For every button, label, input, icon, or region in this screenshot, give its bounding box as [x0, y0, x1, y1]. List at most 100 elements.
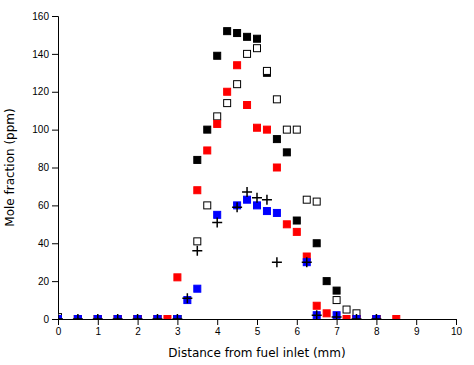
square-point — [174, 274, 181, 281]
plus-point — [302, 257, 312, 267]
square-point — [194, 187, 201, 194]
plus-point — [172, 314, 182, 319]
plus-point — [58, 314, 63, 319]
square-point — [293, 228, 300, 235]
tick-label: 60 — [38, 200, 50, 211]
square-point — [244, 196, 251, 203]
tick: 0 — [43, 314, 58, 325]
square-point — [224, 88, 231, 95]
square-point — [214, 120, 221, 127]
plus-point — [371, 314, 381, 319]
tick-label: 10 — [451, 326, 463, 337]
y-axis: 020406080100120140160 — [32, 11, 58, 325]
tick-mark — [376, 319, 377, 325]
tick-mark — [52, 205, 58, 206]
tick-mark — [456, 319, 457, 325]
square-point — [293, 217, 300, 224]
square-point — [333, 287, 340, 294]
x-axis-title: Distance from fuel inlet (mm) — [168, 346, 345, 360]
square-point — [263, 208, 270, 215]
series — [58, 196, 380, 319]
chart: 012345678910020406080100120140160Distanc… — [0, 0, 474, 365]
plus-point — [312, 310, 322, 319]
plus-point — [352, 314, 362, 319]
tick: 7 — [334, 319, 340, 337]
open-square-point — [283, 126, 290, 133]
tick-mark — [52, 243, 58, 244]
tick-mark — [177, 319, 178, 325]
series — [58, 45, 380, 319]
tick-label: 5 — [255, 326, 261, 337]
marks — [58, 28, 400, 319]
tick: 160 — [32, 11, 58, 22]
tick: 60 — [38, 200, 58, 211]
tick-label: 6 — [295, 326, 301, 337]
square-point — [393, 316, 400, 320]
tick: 0 — [56, 319, 62, 337]
square-point — [214, 52, 221, 59]
open-square-point — [194, 238, 201, 245]
open-square-point — [313, 198, 320, 205]
tick: 1 — [96, 319, 102, 337]
tick-label: 4 — [215, 326, 221, 337]
tick-label: 120 — [32, 86, 49, 97]
plus-point — [242, 187, 252, 197]
x-axis: 0 1 2 3 4 5 6 7 8 9 10 — [56, 319, 463, 337]
tick-mark — [98, 319, 99, 325]
square-point — [164, 316, 171, 320]
square-point — [244, 102, 251, 109]
tick: 120 — [32, 86, 58, 97]
tick: 40 — [38, 238, 58, 249]
axis-line — [59, 320, 457, 326]
plus-point — [73, 314, 83, 319]
tick-label: 140 — [32, 49, 49, 60]
plus-point — [232, 202, 242, 212]
tick: 140 — [32, 49, 58, 60]
tick-label: 100 — [32, 124, 49, 135]
tick-mark — [138, 319, 139, 325]
square-point — [323, 310, 330, 317]
tick: 100 — [32, 124, 58, 135]
tick: 8 — [374, 319, 380, 337]
open-square-point — [224, 100, 231, 107]
series — [58, 187, 381, 319]
plus-point — [272, 257, 282, 267]
tick-label: 3 — [175, 326, 181, 337]
plot: 012345678910020406080100120140160 — [32, 11, 462, 337]
tick: 20 — [38, 276, 58, 287]
tick-label: 40 — [38, 238, 50, 249]
square-point — [313, 240, 320, 247]
open-square-point — [293, 126, 300, 133]
square-point — [263, 126, 270, 133]
square-point — [323, 278, 330, 285]
tick-mark — [337, 319, 338, 325]
tick-label: 0 — [56, 326, 62, 337]
open-square-point — [303, 196, 310, 203]
square-point — [194, 285, 201, 292]
y-axis-title: Mole fraction (ppm) — [3, 108, 17, 226]
tick: 6 — [295, 319, 301, 337]
open-square-point — [214, 113, 221, 120]
open-square-point — [333, 297, 340, 304]
tick-label: 1 — [96, 326, 102, 337]
tick: 2 — [135, 319, 141, 337]
square-point — [273, 164, 280, 171]
tick-mark — [257, 319, 258, 325]
tick-mark — [297, 319, 298, 325]
tick-mark — [52, 54, 58, 55]
plus-point — [332, 312, 342, 319]
square-point — [254, 124, 261, 131]
tick-label: 2 — [135, 326, 141, 337]
plus-point — [113, 314, 123, 319]
square-point — [283, 221, 290, 228]
tick: 5 — [255, 319, 261, 337]
tick-mark — [52, 16, 58, 17]
plus-point — [93, 314, 103, 319]
tick-label: 160 — [32, 11, 49, 22]
square-point — [343, 316, 350, 320]
tick-mark — [52, 92, 58, 93]
square-point — [254, 35, 261, 42]
square-point — [204, 126, 211, 133]
tick: 9 — [414, 319, 420, 337]
tick-mark — [217, 319, 218, 325]
